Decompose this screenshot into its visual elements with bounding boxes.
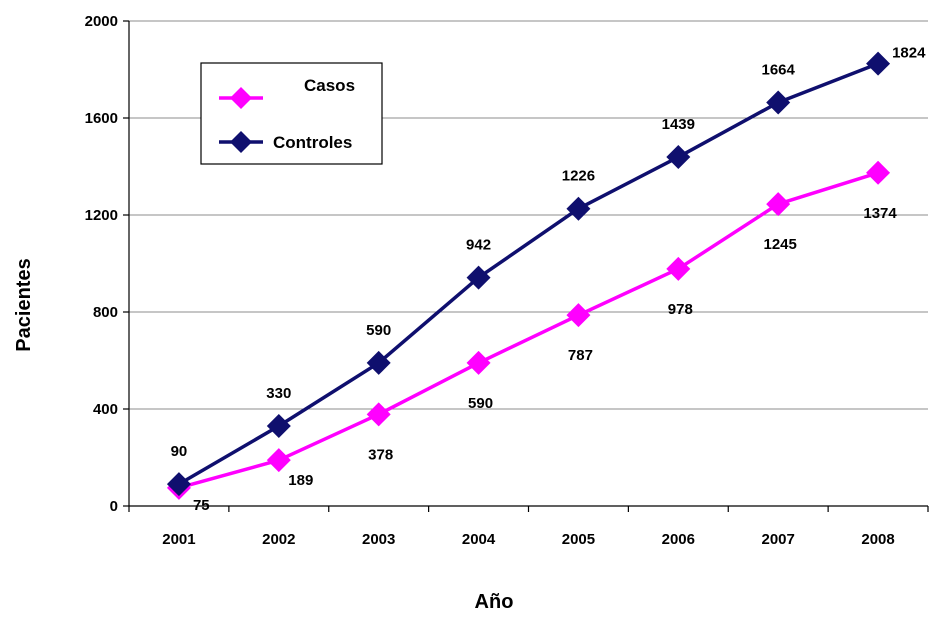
- data-point-controles: [366, 350, 391, 375]
- series-line-controles: [178, 62, 879, 486]
- data-label-casos: 978: [668, 301, 693, 318]
- series-controles: [166, 51, 891, 497]
- legend-box: [200, 62, 383, 165]
- data-point-casos: [266, 448, 291, 473]
- legend-marker-controles: [230, 131, 252, 153]
- legend-label-casos: Casos: [304, 76, 355, 95]
- series-casos: [166, 160, 891, 500]
- data-label-controles: 1824: [892, 45, 926, 62]
- data-label-casos: 787: [568, 347, 593, 364]
- y-tick-label: 800: [93, 304, 118, 321]
- data-point-casos: [466, 350, 491, 375]
- x-tick-label: 2005: [562, 531, 595, 548]
- data-label-controles: 1664: [762, 61, 796, 78]
- data-label-casos: 590: [468, 395, 493, 412]
- y-tick-label: 400: [93, 401, 118, 418]
- data-label-casos: 1374: [863, 205, 897, 222]
- legend: Casos Controles: [200, 62, 383, 165]
- data-label-casos: 1245: [764, 236, 797, 253]
- data-point-controles: [866, 51, 891, 76]
- data-point-casos: [366, 402, 391, 427]
- data-point-controles: [466, 265, 491, 290]
- y-tick-label: 1200: [85, 207, 118, 224]
- series-line-casos: [178, 171, 879, 490]
- x-tick-labels: 2001 2002 2003 2004 2005 2006 2007 2008: [162, 531, 895, 548]
- y-tick-label: 2000: [85, 13, 118, 30]
- x-axis-title: Año: [475, 591, 514, 613]
- y-axis-title: Pacientes: [13, 258, 35, 351]
- data-label-controles: 1226: [562, 168, 595, 185]
- x-tick-label: 2008: [861, 531, 894, 548]
- data-label-controles: 1439: [662, 116, 695, 133]
- data-label-controles: 90: [171, 443, 188, 460]
- x-tick-label: 2003: [362, 531, 395, 548]
- x-tick-label: 2006: [662, 531, 695, 548]
- y-tick-label: 1600: [85, 110, 118, 127]
- x-tick-label: 2002: [262, 531, 295, 548]
- data-label-casos: 378: [368, 446, 393, 463]
- data-point-controles: [166, 472, 191, 497]
- data-labels: 90 330 590 942 1226 1439 1664 1824 75 189 378 590 78…: [171, 45, 926, 514]
- y-tick-label: 0: [110, 498, 118, 515]
- legend-label-controles: Controles: [273, 133, 352, 152]
- data-label-casos: 189: [288, 472, 313, 489]
- data-point-controles: [666, 145, 691, 170]
- data-label-controles: 590: [366, 322, 391, 339]
- legend-marker-casos: [230, 87, 252, 109]
- data-point-casos: [766, 192, 791, 217]
- data-label-controles: 942: [466, 237, 491, 254]
- data-point-controles: [266, 413, 291, 438]
- x-tick-label: 2007: [762, 531, 795, 548]
- data-point-controles: [766, 90, 791, 115]
- y-tick-labels: 0 400 800 1200 1600 2000: [85, 13, 118, 515]
- data-point-controles: [566, 196, 591, 221]
- data-point-casos: [866, 160, 891, 185]
- data-point-casos: [566, 303, 591, 328]
- data-label-controles: 330: [266, 385, 291, 402]
- data-label-casos: 75: [193, 497, 210, 514]
- x-tick-label: 2004: [462, 531, 496, 548]
- x-tick-label: 2001: [162, 531, 195, 548]
- axes: [123, 20, 929, 512]
- data-point-casos: [666, 256, 691, 281]
